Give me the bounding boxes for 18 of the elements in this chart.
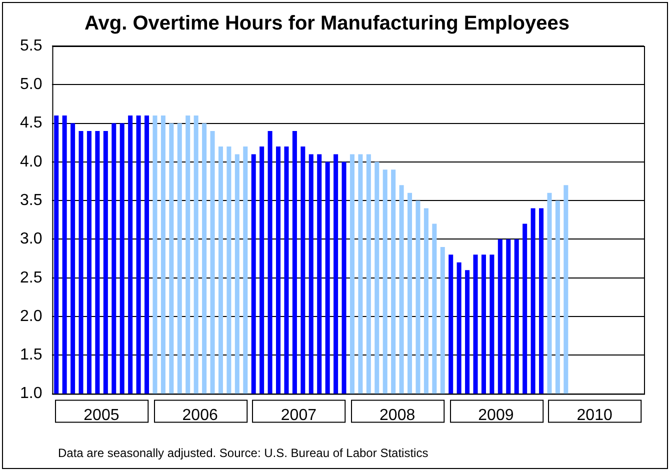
x-tick-label: 2010: [576, 406, 612, 424]
text: Data are seasonally adjusted. Source: U.S. Bureau of Labor Statistics: [57, 446, 430, 460]
x-tick-label: 2006: [182, 406, 218, 424]
x-tick-label: 2008: [380, 406, 416, 424]
y-tick-label: 3.0: [20, 230, 42, 248]
y-tick-label: 5.5: [20, 37, 42, 54]
y-tick-label: 1.0: [20, 385, 42, 402]
x-tick-label: 2007: [280, 406, 317, 424]
x-tick-label: 2009: [478, 406, 514, 424]
y-tick-label: 3.5: [20, 192, 42, 209]
chart-title: Avg. Overtime Hours for Manufacturing Employees: [84, 12, 570, 35]
y-tick-label: 4.5: [20, 114, 42, 132]
y-tick-label: 2.5: [20, 269, 42, 286]
y-tick-label: 5.0: [20, 76, 42, 94]
y-tick-label: 2.0: [20, 308, 42, 325]
x-tick-label: 2005: [84, 406, 120, 424]
y-tick-label: 1.5: [20, 346, 42, 364]
y-tick-label: 4.0: [20, 153, 42, 170]
